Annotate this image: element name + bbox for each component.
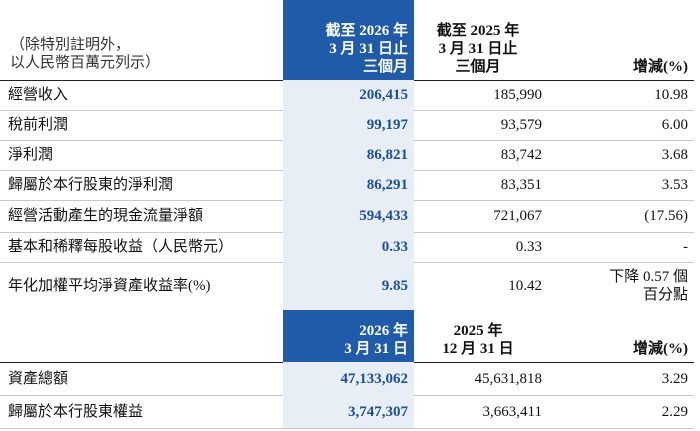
row-label: 基本和稀釋每股收益（人民幣元） bbox=[8, 239, 234, 255]
text-line: 12 月 31 日 bbox=[442, 341, 514, 357]
note: （除特別註明外， 以人民幣百萬元列示） bbox=[0, 0, 283, 80]
text-line: 截至 2026 年 bbox=[325, 23, 408, 39]
value-cell: 86,291 bbox=[283, 170, 414, 200]
row-label: 歸屬於本行股東的淨利潤 bbox=[8, 177, 174, 193]
value-cell: 3,747,307 bbox=[283, 395, 414, 428]
value-cell: 9.85 bbox=[283, 262, 414, 310]
row-label: 經營活動產生的現金流量淨額 bbox=[8, 208, 204, 224]
value-cell: 2.29 bbox=[661, 403, 688, 420]
text-line: 2026 年 bbox=[359, 323, 408, 339]
text-line: 以人民幣百萬元列示） bbox=[10, 55, 161, 71]
row-label: 經營收入 bbox=[8, 87, 69, 103]
value-cell: 83,351 bbox=[500, 177, 542, 193]
value-cell: 721,067 bbox=[493, 208, 542, 224]
value-cell: 3.29 bbox=[661, 370, 688, 387]
value-cell: 0.33 bbox=[283, 232, 414, 262]
column-header: 截至 2026 年 3 月 31 日止三個月 bbox=[283, 0, 414, 80]
column-header: 2026 年 3 月 31 日 bbox=[283, 310, 414, 362]
value-cell: 99,197 bbox=[283, 110, 414, 140]
value-cell: - bbox=[683, 239, 688, 255]
row-label: 淨利潤 bbox=[8, 147, 54, 163]
text-line: 下降 0.57 個 bbox=[609, 269, 688, 285]
column-header: 增減(%) bbox=[548, 0, 694, 80]
value-cell: 下降 0.57 個百分點 bbox=[548, 262, 694, 310]
value-cell: 6.00 bbox=[661, 117, 688, 133]
text-line: 3 月 31 日止 bbox=[329, 41, 408, 57]
value-cell: 594,433 bbox=[283, 200, 414, 232]
text-line: 百分點 bbox=[642, 287, 688, 303]
text-line: 2025 年 bbox=[453, 323, 503, 339]
value-cell: 3.68 bbox=[661, 147, 688, 163]
value-cell: 185,990 bbox=[493, 87, 542, 103]
value-cell: 10.98 bbox=[654, 87, 688, 103]
value-cell: 83,742 bbox=[500, 147, 542, 163]
value-cell: 206,415 bbox=[283, 80, 414, 110]
column-header: 增減(%) bbox=[548, 310, 694, 362]
column-header: 截至 2025 年 3 月 31 日止 三個月 bbox=[414, 0, 548, 80]
value-cell: 86,821 bbox=[283, 140, 414, 170]
value-cell: (17.56) bbox=[644, 208, 688, 224]
value-cell: 10.42 bbox=[508, 278, 542, 294]
text-line: 三個月 bbox=[455, 59, 501, 75]
text-line: 3 月 31 日止 bbox=[438, 41, 518, 57]
row-label: 稅前利潤 bbox=[8, 117, 69, 133]
text-line: 增減(%) bbox=[633, 59, 688, 75]
value-cell: 3.53 bbox=[661, 177, 688, 193]
value-cell: 45,631,818 bbox=[474, 370, 543, 387]
value-cell: 3,663,411 bbox=[482, 403, 542, 420]
row-label: 資產總額 bbox=[8, 370, 69, 387]
text-line: 三個月 bbox=[362, 59, 408, 75]
value-cell: 93,579 bbox=[500, 117, 542, 133]
value-cell: 0.33 bbox=[515, 239, 542, 255]
rule bbox=[0, 428, 694, 429]
column-header: 2025 年 12 月 31 日 bbox=[414, 310, 548, 362]
value-cell: 47,133,062 bbox=[283, 362, 414, 395]
text-line: 截至 2025 年 bbox=[436, 23, 520, 39]
text-line: 3 月 31 日 bbox=[344, 341, 408, 357]
text-line: 增減(%) bbox=[633, 341, 688, 357]
text-line: （除特別註明外， bbox=[10, 37, 131, 53]
row-label: 歸屬於本行股東權益 bbox=[8, 403, 144, 420]
row-label: 年化加權平均淨資產收益率(%) bbox=[8, 278, 211, 294]
